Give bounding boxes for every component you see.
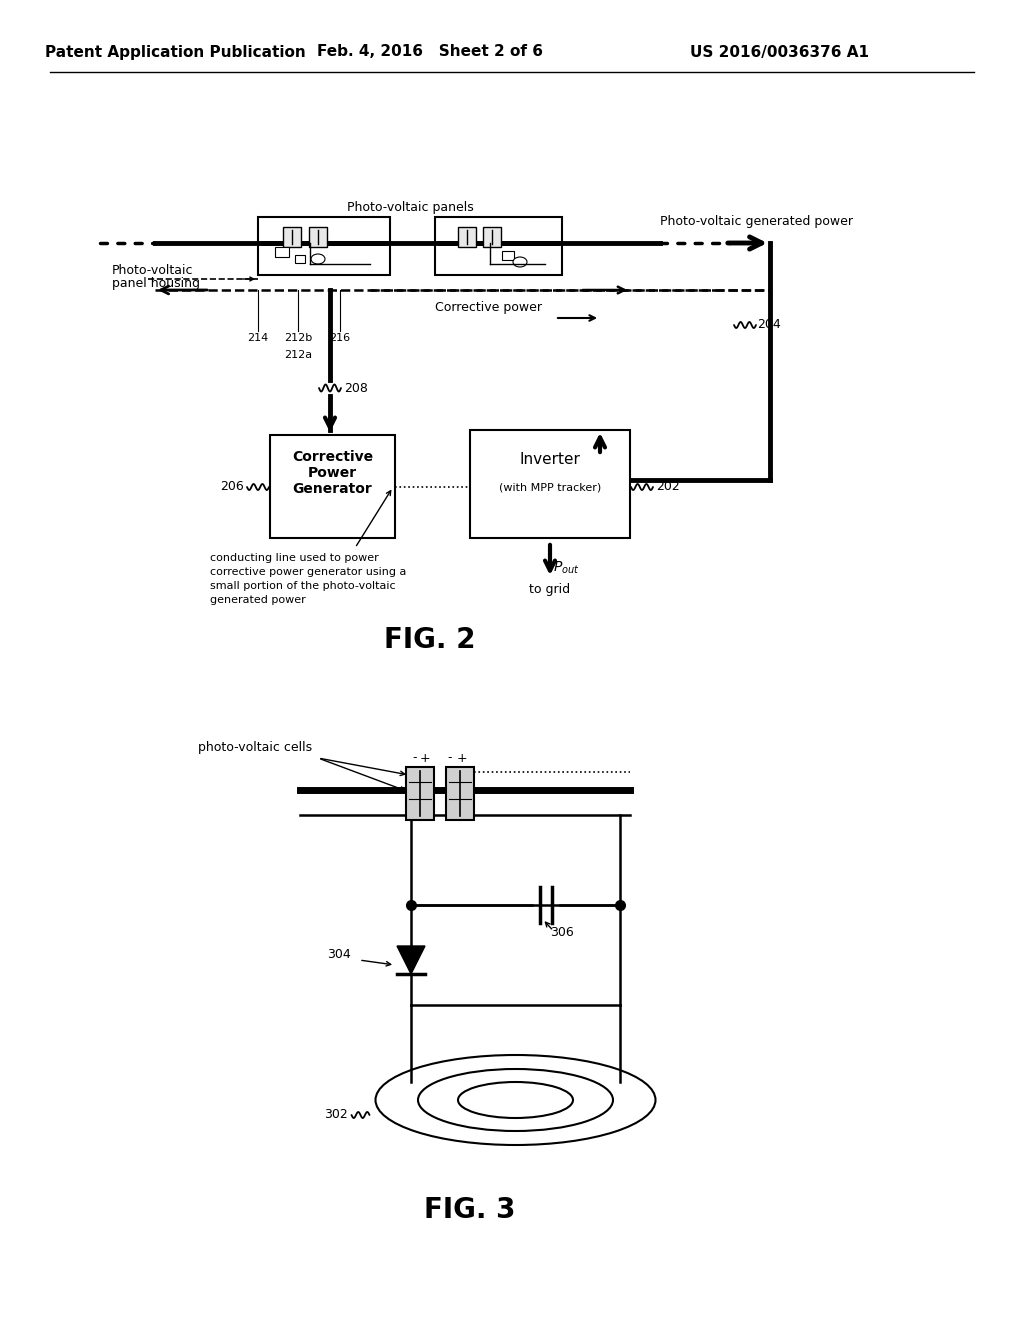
Text: 202: 202 <box>656 480 680 494</box>
Bar <box>446 767 474 820</box>
Text: FIG. 3: FIG. 3 <box>424 1196 516 1224</box>
Text: photo-voltaic cells: photo-voltaic cells <box>198 742 312 755</box>
Text: conducting line used to power: conducting line used to power <box>210 553 379 564</box>
Text: Feb. 4, 2016   Sheet 2 of 6: Feb. 4, 2016 Sheet 2 of 6 <box>317 45 543 59</box>
Ellipse shape <box>513 257 527 267</box>
Ellipse shape <box>458 1082 573 1118</box>
Text: Photo-voltaic: Photo-voltaic <box>112 264 194 276</box>
Text: Patent Application Publication: Patent Application Publication <box>45 45 305 59</box>
Text: +: + <box>420 751 430 764</box>
Text: 302: 302 <box>324 1109 347 1122</box>
Ellipse shape <box>311 253 325 264</box>
Text: 304: 304 <box>328 949 351 961</box>
Text: Generator: Generator <box>293 482 373 496</box>
Text: 216: 216 <box>330 333 350 343</box>
Text: small portion of the photo-voltaic: small portion of the photo-voltaic <box>210 581 395 591</box>
Text: 306: 306 <box>551 927 574 940</box>
Text: US 2016/0036376 A1: US 2016/0036376 A1 <box>690 45 869 59</box>
Bar <box>295 255 305 263</box>
Polygon shape <box>397 946 425 974</box>
Text: 208: 208 <box>344 381 368 395</box>
Text: 212b: 212b <box>284 333 312 343</box>
Text: FIG. 2: FIG. 2 <box>384 626 476 653</box>
Text: -: - <box>413 751 417 764</box>
Bar <box>275 247 289 257</box>
Bar <box>270 436 395 539</box>
Text: corrective power generator using a: corrective power generator using a <box>210 568 407 577</box>
Text: $P_{out}$: $P_{out}$ <box>553 560 580 577</box>
Ellipse shape <box>376 1055 655 1144</box>
Text: (with MPP tracker): (with MPP tracker) <box>499 483 601 492</box>
Text: Corrective power: Corrective power <box>435 301 542 314</box>
Text: generated power: generated power <box>210 595 306 605</box>
Text: 206: 206 <box>220 480 244 494</box>
Bar <box>435 216 562 275</box>
Text: Corrective: Corrective <box>292 450 373 465</box>
Text: 212a: 212a <box>284 350 312 360</box>
Text: Photo-voltaic generated power: Photo-voltaic generated power <box>660 215 853 228</box>
Bar <box>258 216 390 275</box>
Text: 214: 214 <box>248 333 268 343</box>
Bar <box>309 227 327 247</box>
Bar <box>406 767 434 820</box>
Text: -: - <box>447 751 453 764</box>
Bar <box>483 227 501 247</box>
Text: +: + <box>457 751 467 764</box>
Bar <box>502 251 514 260</box>
Text: 204: 204 <box>757 318 780 331</box>
Text: Photo-voltaic panels: Photo-voltaic panels <box>347 201 473 214</box>
Text: to grid: to grid <box>529 583 570 597</box>
Bar <box>458 227 476 247</box>
Text: Power: Power <box>308 466 357 480</box>
Bar <box>283 227 301 247</box>
Text: panel housing: panel housing <box>112 276 200 289</box>
Bar <box>470 430 630 539</box>
Text: Inverter: Inverter <box>519 453 581 467</box>
Ellipse shape <box>418 1069 613 1131</box>
